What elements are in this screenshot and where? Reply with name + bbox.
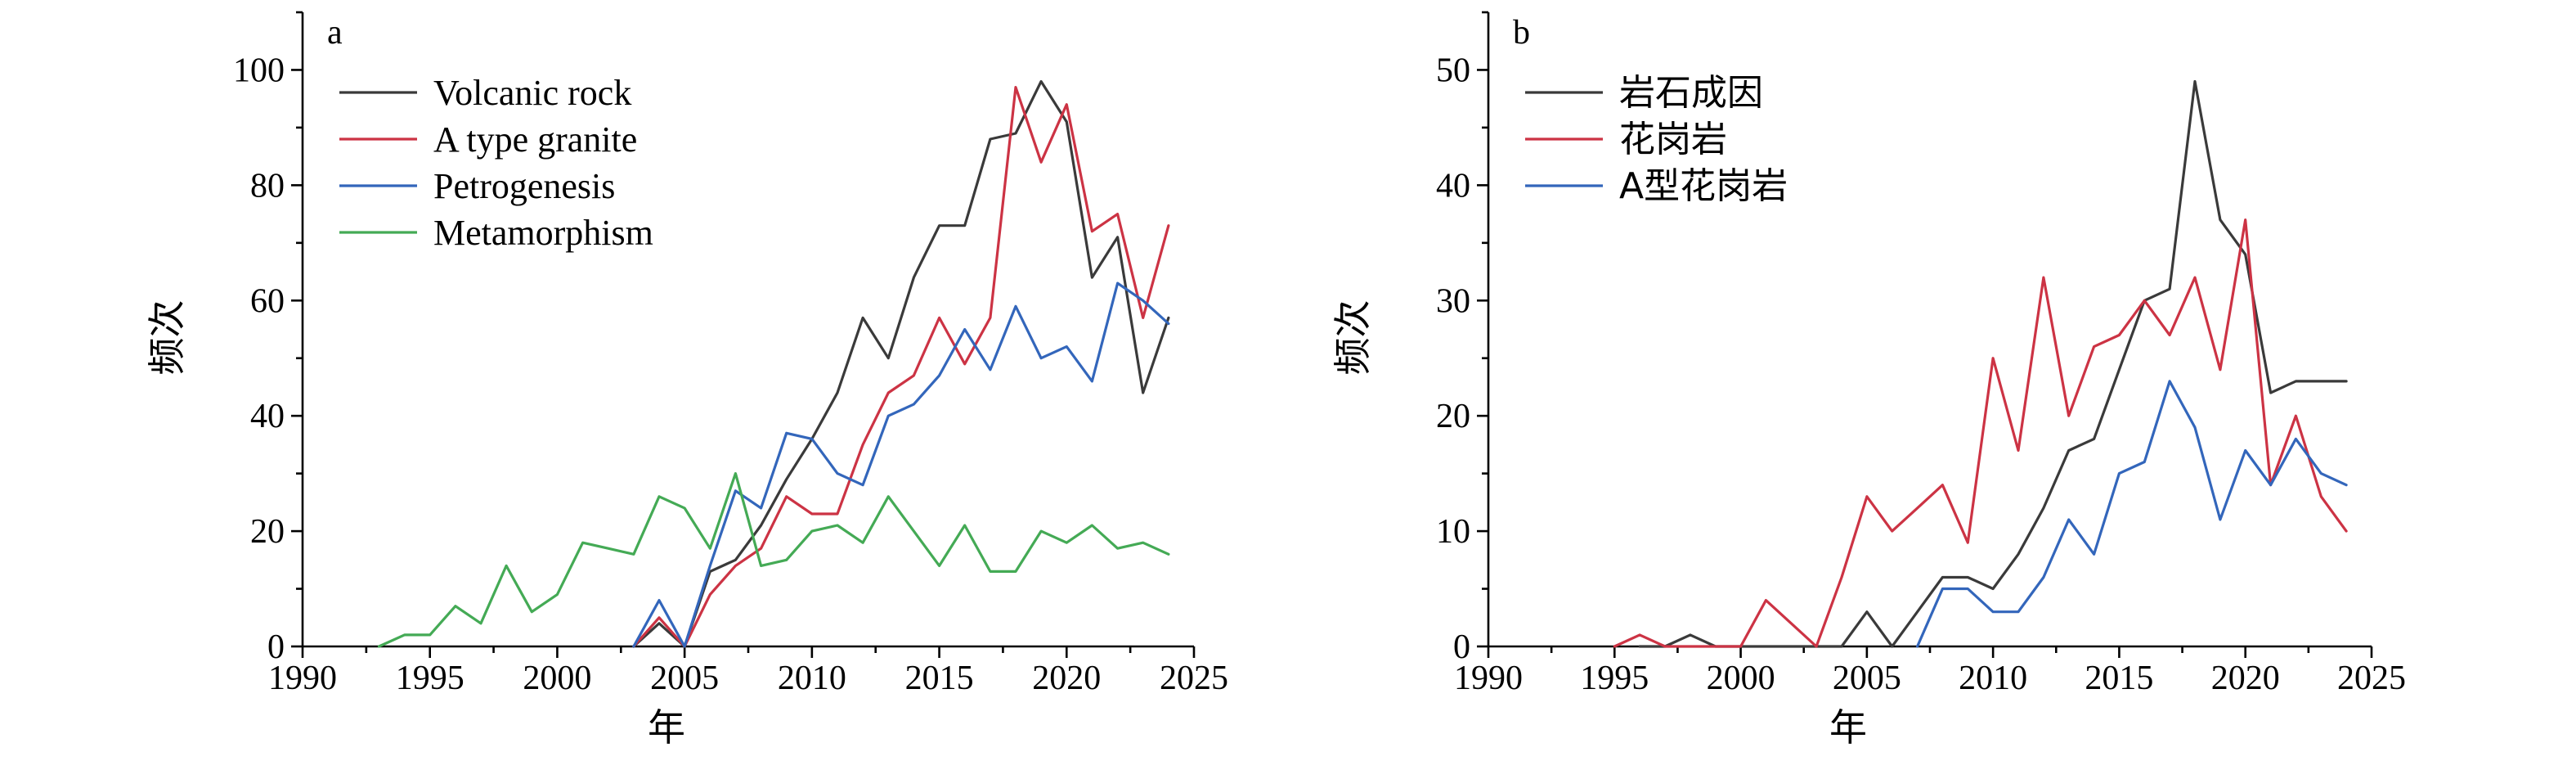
panel-b-y-tick-label: 50	[1436, 52, 1470, 89]
panel-a-series-line-3	[632, 281, 1170, 648]
panel-a-y-tick-label: 100	[233, 52, 285, 89]
panel-b-legend-label-1: 岩石成因	[1619, 72, 1763, 114]
panel-a-x-tick-label: 2020	[1032, 660, 1101, 697]
panel-b-legend-label-3: A型花岗岩	[1619, 165, 1788, 207]
panel-a-x-tick-label: 2005	[650, 660, 719, 697]
panel-a-plot	[291, 11, 1196, 658]
panel-a-x-tick-label: 2010	[778, 660, 846, 697]
panel-a-x-axis-title: 年	[648, 705, 685, 750]
panel-b-y-tick-label: 20	[1436, 398, 1470, 435]
panel-a-x-tick-label: 1995	[396, 660, 464, 697]
panel-a-series-line-4	[377, 472, 1170, 648]
panel-a-series-line-2	[632, 86, 1170, 648]
panel-a-y-tick-label: 40	[250, 398, 285, 435]
panel-b-x-tick-label: 1995	[1580, 660, 1649, 697]
panel-b-series-line-1	[1638, 79, 2348, 648]
panel-a-x-tick-label: 2025	[1160, 660, 1228, 697]
panel-b-x-tick-label: 2020	[2211, 660, 2280, 697]
panel-a-y-tick-label: 60	[250, 282, 285, 320]
panel-b-x-axis-title: 年	[1829, 705, 1867, 750]
panel-b-x-tick-label: 2015	[2085, 660, 2153, 697]
panel-a-x-tick-label: 2015	[905, 660, 974, 697]
panel-b-series-line-2	[1613, 218, 2348, 648]
panel-b-y-tick-label: 0	[1453, 628, 1470, 666]
panel-b-x-tick-label: 2005	[1833, 660, 1901, 697]
panel-a-panel-label: a	[327, 14, 343, 52]
panel-a-legend-label-2: A type granite	[433, 119, 637, 160]
panel-b-panel-label: b	[1513, 14, 1530, 52]
panel-a-y-axis-title: 频次	[145, 300, 189, 376]
panel-b-y-tick-label: 30	[1436, 282, 1470, 320]
panel-a-x-tick-label: 1990	[268, 660, 337, 697]
panel-a-y-tick-label: 0	[267, 628, 285, 666]
panel-a-x-tick-label: 2000	[523, 660, 591, 697]
panel-b-legend-label-2: 花岗岩	[1619, 119, 1727, 160]
panel-a-y-tick-label: 80	[250, 167, 285, 205]
panel-b-x-tick-label: 2025	[2337, 660, 2406, 697]
panel-b-plot	[1477, 11, 2373, 658]
panel-b-x-tick-label: 2010	[1959, 660, 2027, 697]
panel-a-legend-label-3: Petrogenesis	[433, 166, 615, 206]
panel-b-y-tick-label: 40	[1436, 167, 1470, 205]
panel-b-y-tick-label: 10	[1436, 513, 1470, 551]
panel-a-series-line-1	[632, 79, 1170, 648]
panel-a-legend-label-4: Metamorphism	[433, 213, 653, 253]
panel-b-x-tick-label: 2000	[1707, 660, 1775, 697]
panel-b-y-axis-title: 频次	[1331, 300, 1375, 376]
panel-b-x-tick-label: 1990	[1454, 660, 1523, 697]
panel-a-legend-label-1: Volcanic rock	[433, 73, 631, 113]
panel-a-y-tick-label: 20	[250, 513, 285, 551]
panel-b-series-line-3	[1916, 380, 2348, 648]
